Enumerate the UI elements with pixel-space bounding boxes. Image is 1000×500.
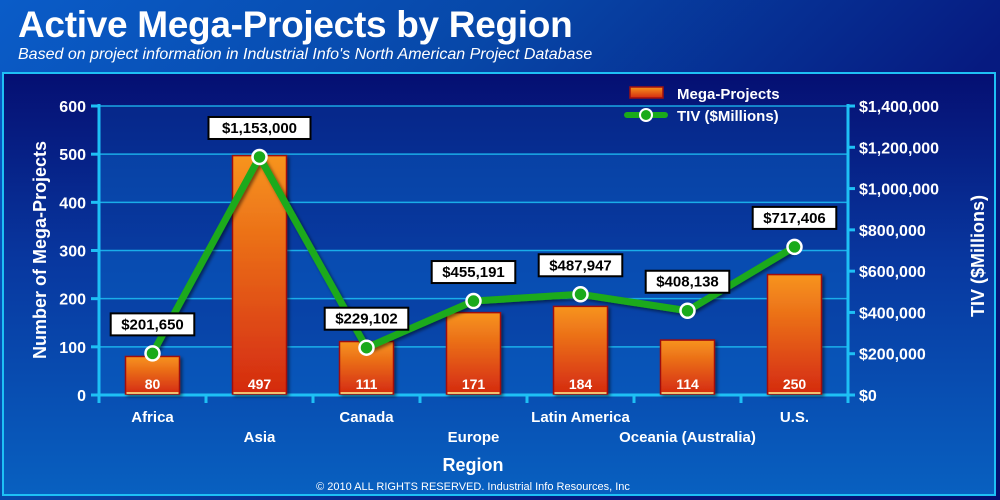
bar xyxy=(766,273,823,395)
tiv-value-box xyxy=(644,269,731,294)
bar-value-label: 184 xyxy=(569,376,593,392)
x-tick-label: Latin America xyxy=(531,409,630,426)
chart-title: Active Mega-Projects by Region xyxy=(18,4,573,45)
y-tick-label-left: 200 xyxy=(59,292,86,309)
y-tick-label-right: $1,000,000 xyxy=(859,182,939,199)
x-tick-label: U.S. xyxy=(780,409,809,426)
tiv-value-label: $717,406 xyxy=(763,210,826,227)
bar xyxy=(124,355,181,395)
legend-swatch-tiv-marker xyxy=(639,108,653,122)
y-tick-label-left: 300 xyxy=(59,244,86,261)
x-tick-label: Canada xyxy=(339,409,394,426)
y-tick-label-right: $400,000 xyxy=(859,305,926,322)
tiv-marker xyxy=(251,148,268,166)
tiv-value-box xyxy=(537,253,624,278)
copyright-text: © 2010 ALL RIGHTS RESERVED. Industrial I… xyxy=(316,481,630,493)
y-tick-label-right: $0 xyxy=(859,388,877,405)
plot-band xyxy=(99,154,848,203)
y-tick-label-right: $1,200,000 xyxy=(859,140,939,157)
bar-value-label: 114 xyxy=(676,376,699,392)
tiv-marker xyxy=(786,238,803,256)
y-tick-label-left: 600 xyxy=(59,99,86,116)
y-tick-label-right: $600,000 xyxy=(859,264,926,281)
tiv-value-label: $1,153,000 xyxy=(222,120,297,137)
bar xyxy=(552,305,609,395)
bar-value-label: 250 xyxy=(783,376,807,392)
y-tick-label-left: 400 xyxy=(59,195,86,212)
tiv-marker xyxy=(144,345,161,362)
x-axis-title: Region xyxy=(443,455,504,475)
x-tick-label: Oceania (Australia) xyxy=(619,429,756,446)
tiv-marker xyxy=(679,302,696,319)
chart-subtitle: Based on project information in Industri… xyxy=(18,46,593,63)
tiv-value-box xyxy=(751,205,838,230)
y-axis-title-right: TIV ($Millions) xyxy=(968,195,988,317)
legend-label-tiv: TIV ($Millions) xyxy=(677,108,779,125)
bar xyxy=(445,311,502,395)
y-tick-label-right: $1,400,000 xyxy=(859,99,939,116)
tiv-marker xyxy=(358,339,375,356)
legend-label-mega-projects: Mega-Projects xyxy=(677,86,780,103)
tiv-value-label: $455,191 xyxy=(442,264,505,281)
tiv-value-box xyxy=(323,306,410,331)
axes: 0 100 200 300 400 500 600 $0 $200,000 $400,000 $60… xyxy=(59,99,939,446)
y-tick-label-left: 100 xyxy=(59,340,86,357)
legend-swatch-mega-projects xyxy=(629,86,664,99)
tiv-value-label: $408,138 xyxy=(656,274,719,291)
tiv-value-label: $487,947 xyxy=(549,257,612,274)
x-tick-label: Europe xyxy=(448,429,500,446)
bar-value-label: 111 xyxy=(356,376,378,392)
tiv-line xyxy=(144,148,803,362)
tiv-marker xyxy=(572,286,589,303)
y-tick-label-right: $200,000 xyxy=(859,347,926,364)
tiv-value-box xyxy=(430,260,517,285)
tiv-value-box xyxy=(207,115,312,140)
tiv-value-label: $201,650 xyxy=(121,316,184,333)
tiv-value-box xyxy=(109,312,196,337)
data-labels: $201,650 $1,153,000 $229,102 $455,191 $487,9… xyxy=(109,115,838,337)
x-tick-label: Asia xyxy=(244,429,276,446)
y-tick-label-right: $800,000 xyxy=(859,223,926,240)
tiv-value-label: $229,102 xyxy=(335,311,398,328)
y-tick-label-left: 0 xyxy=(77,388,86,405)
y-axis-title-left: Number of Mega-Projects xyxy=(30,141,50,359)
bar-value-label: 497 xyxy=(248,376,272,392)
bar-value-label: 171 xyxy=(462,376,486,392)
y-tick-label-left: 500 xyxy=(59,147,86,164)
legend: Mega-Projects TIV ($Millions) xyxy=(624,86,780,125)
x-tick-label: Africa xyxy=(131,409,174,426)
tiv-marker xyxy=(465,292,482,310)
bar-value-label: 80 xyxy=(145,376,161,392)
